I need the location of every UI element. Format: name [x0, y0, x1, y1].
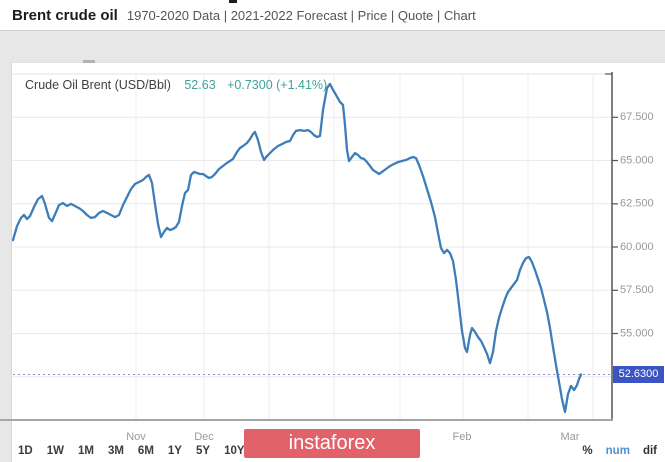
page-title: Brent crude oil — [12, 6, 118, 24]
range-button-10y[interactable]: 10Y — [224, 445, 245, 457]
mode-button-num[interactable]: num — [605, 445, 630, 457]
page-header: Brent crude oil 1970-2020 Data | 2021-20… — [0, 0, 665, 31]
chart-legend: Crude Oil Brent (USD/Bbl) 52.63 +0.7300 … — [25, 78, 327, 92]
range-button-1y[interactable]: 1Y — [167, 445, 182, 457]
range-button-1d[interactable]: 1D — [18, 445, 33, 457]
range-button-6m[interactable]: 6M — [137, 445, 154, 457]
mode-button-%[interactable]: % — [582, 445, 593, 457]
range-button-row: 1D 1W 1M 3M 6M 1Y 5Y 10Y — [18, 445, 245, 457]
range-button-5y[interactable]: 5Y — [195, 445, 211, 457]
mode-button-dif[interactable]: dif — [642, 445, 657, 457]
range-button-1m[interactable]: 1M — [77, 445, 94, 457]
range-button-3m[interactable]: 3M — [107, 445, 124, 457]
browser-artifact-mark — [229, 0, 237, 3]
current-price-badge: 52.6300 — [613, 366, 664, 383]
legend-instrument-label: Crude Oil Brent (USD/Bbl) — [25, 78, 171, 92]
display-mode-row: % num dif — [582, 445, 657, 457]
page-subtitle: 1970-2020 Data | 2021-2022 Forecast | Pr… — [126, 7, 476, 23]
legend-last-price: 52.63 — [184, 78, 216, 92]
instaforex-watermark: instaforex — [244, 429, 420, 458]
range-button-1w[interactable]: 1W — [46, 445, 64, 457]
chart-panel — [11, 62, 665, 462]
panel-handle-mark — [83, 60, 95, 63]
legend-change: +0.7300 (+1.41%) — [227, 78, 328, 92]
